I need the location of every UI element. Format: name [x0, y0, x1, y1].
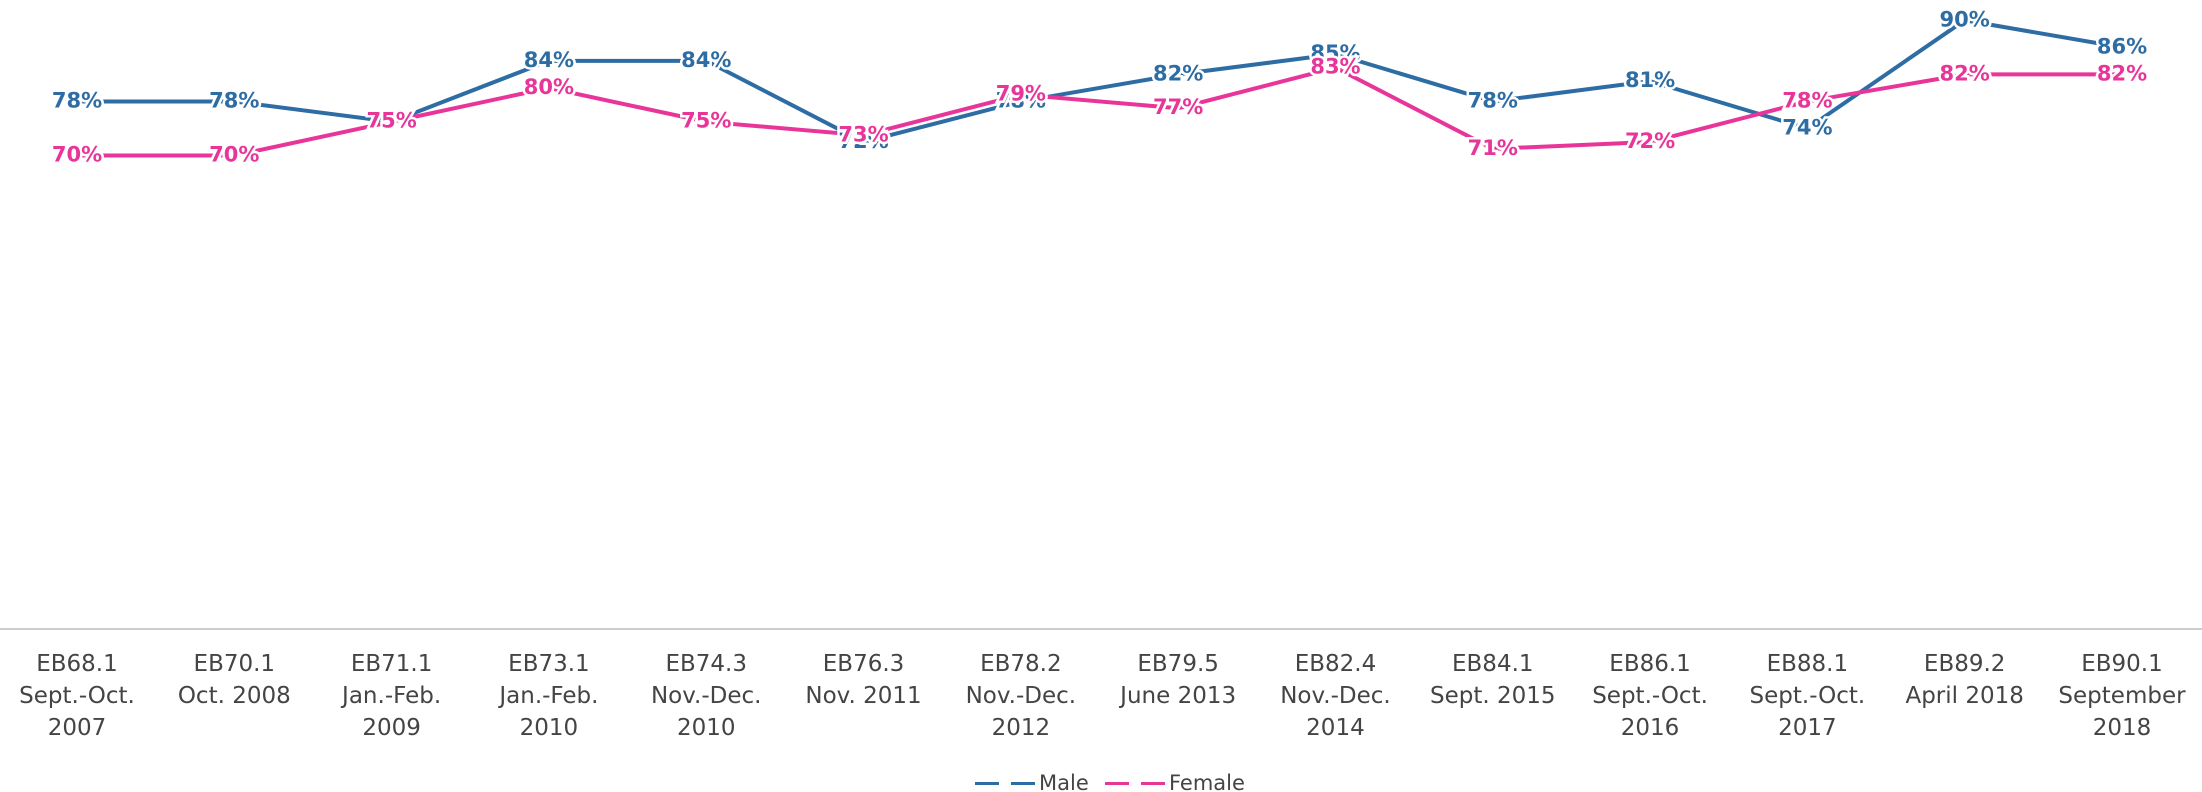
data-label: 78% — [996, 88, 1046, 112]
data-label: 72% — [1625, 129, 1675, 153]
x-tick-label: EB78.2 Nov.-Dec. 2012 — [965, 651, 1077, 741]
data-label: 80% — [524, 75, 574, 99]
data-label: 72% — [838, 129, 888, 153]
data-label: 78% — [52, 88, 102, 112]
legend-swatch — [975, 781, 1035, 785]
data-label: 78% — [209, 88, 259, 112]
data-label: 73% — [838, 122, 888, 146]
data-label: 79% — [996, 82, 1046, 106]
x-tick-label: EB88.1 Sept.-Oct. 2017 — [1749, 651, 1866, 741]
data-label: 86% — [2097, 34, 2147, 58]
data-label: 82% — [1940, 61, 1990, 85]
data-label: 70% — [52, 143, 102, 167]
x-tick-label: EB89.2 April 2018 — [1905, 651, 2024, 709]
data-label: 77% — [1153, 95, 1203, 119]
x-tick-label: EB73.1 Jan.-Feb. 2010 — [499, 651, 599, 741]
x-tick-label: EB79.5 June 2013 — [1120, 651, 1237, 709]
data-label: 84% — [681, 48, 731, 72]
data-label: 82% — [1153, 61, 1203, 85]
data-label: 85% — [1310, 41, 1360, 65]
data-label: 70% — [209, 143, 259, 167]
data-label: 83% — [1310, 55, 1360, 79]
x-tick-label: EB86.1 Sept.-Oct. 2016 — [1592, 651, 1708, 741]
legend-label: Male — [1039, 771, 1089, 792]
data-label: 78% — [1468, 88, 1518, 112]
x-tick-label: EB74.3 Nov.-Dec. 2010 — [650, 651, 762, 741]
series-line — [77, 65, 2122, 158]
data-label: 81% — [1625, 68, 1675, 92]
data-label: 82% — [2097, 61, 2147, 85]
legend-swatch — [1105, 781, 1165, 785]
data-label: 78% — [1782, 88, 1832, 112]
x-tick-label: EB90.1 September 2018 — [2058, 651, 2186, 741]
x-tick-label: EB76.3 Nov. 2011 — [805, 651, 922, 709]
data-label: 75% — [366, 109, 416, 133]
x-tick-label: EB68.1 Sept.-Oct. 2007 — [19, 651, 135, 741]
x-tick-label: EB84.1 Sept. 2015 — [1430, 651, 1556, 709]
legend-item: Female — [1105, 771, 1245, 792]
data-label: 75% — [681, 109, 731, 133]
data-label: 90% — [1940, 7, 1990, 31]
legend-item: Male — [975, 771, 1089, 792]
data-label: 71% — [1468, 136, 1518, 160]
legend-label: Female — [1169, 771, 1245, 792]
series-line — [77, 18, 2123, 145]
data-label: 74% — [1782, 116, 1832, 140]
data-label: 84% — [524, 48, 574, 72]
x-tick-label: EB82.4 Nov.-Dec. 2014 — [1280, 651, 1391, 741]
x-tick-label: EB70.1 Oct. 2008 — [177, 651, 291, 709]
x-tick-label: EB71.1 Jan.-Feb. 2009 — [342, 651, 442, 741]
